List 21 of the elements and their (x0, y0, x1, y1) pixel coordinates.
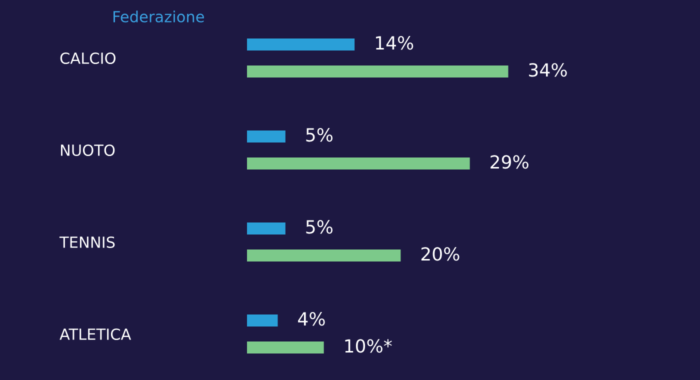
bar (247, 342, 324, 354)
data-label: 10%* (345, 339, 392, 353)
data-label: 20% (421, 247, 460, 261)
bar (247, 130, 286, 142)
data-label: 5% (306, 128, 333, 142)
bar (247, 222, 286, 234)
bar (247, 250, 401, 262)
data-label: 14% (376, 36, 414, 50)
chart-title: Federazione (114, 10, 204, 22)
bar (247, 158, 470, 170)
data-label: 5% (306, 220, 333, 234)
y-tick-label: TENNIS (59, 236, 115, 248)
data-label: 29% (490, 155, 528, 169)
y-tick-label: CALCIO (60, 52, 116, 64)
bar (247, 38, 355, 50)
bar (247, 314, 278, 326)
y-tick-label: NUOTO (61, 144, 115, 156)
y-tick-label: ATLETICA (60, 328, 132, 340)
data-label: 34% (529, 63, 567, 77)
bar (247, 66, 508, 78)
data-label: 4% (298, 312, 325, 326)
